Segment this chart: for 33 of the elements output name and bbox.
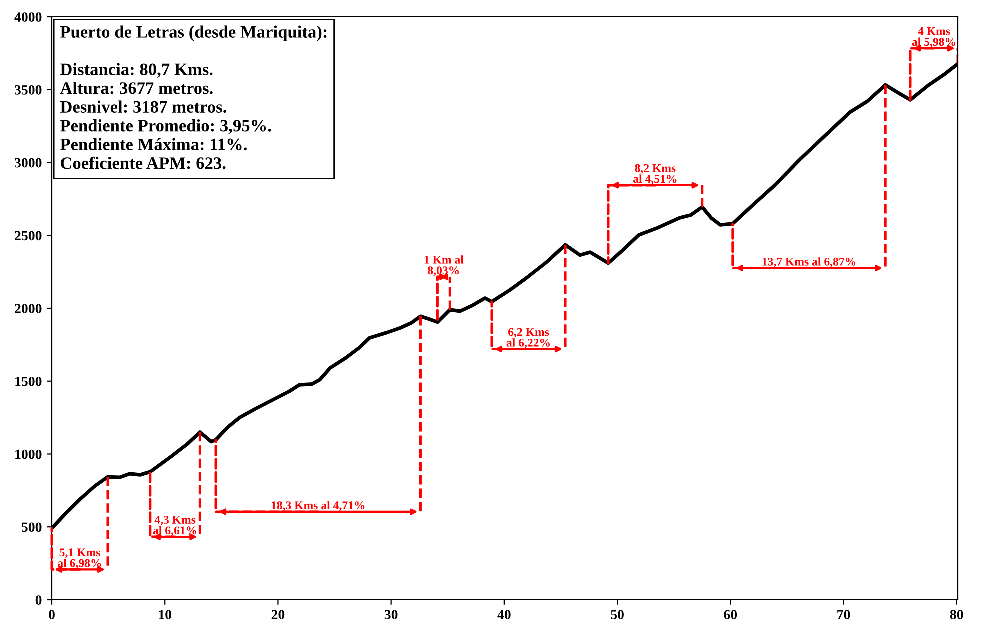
x-tick-label: 60 (724, 610, 738, 620)
x-tick-label: 30 (384, 610, 398, 620)
y-tick-label: 3500 (15, 85, 42, 95)
annotation: 8,2 Kms al 4,51% (634, 164, 677, 185)
annotation: 18,3 Kms al 4,71% (272, 501, 365, 512)
annotation: Pendiente Promedio: 3,95%. (60, 120, 272, 134)
x-tick-label: 40 (498, 610, 511, 620)
annotation: Coeficiente APM: 623. (61, 156, 226, 170)
x-tick-label: 70 (838, 610, 850, 620)
annotation: Distancia: 80,7 Kms. (60, 63, 213, 78)
y-tick-label: 1000 (16, 450, 42, 460)
annotation: Desnivel: 3187 metros. (60, 100, 226, 114)
annotation: 4,3 Kms al 6,61% (153, 516, 196, 536)
x-tick-label: 0 (49, 610, 55, 620)
chart-title: Puerto de Letras (desde Mariquita): (60, 26, 327, 42)
y-tick-label: 1500 (16, 376, 42, 386)
x-tick-label: 80 (950, 610, 964, 620)
x-tick-label: 20 (272, 610, 285, 620)
y-tick-label: 2000 (15, 304, 42, 314)
annotation: 5,1 Kms al 6,98% (58, 548, 102, 569)
y-tick-label: 0 (36, 596, 42, 605)
y-tick-label: 2500 (15, 231, 42, 241)
x-tick-label: 10 (159, 610, 172, 620)
annotation: 6,2 Kms al 6,22% (506, 328, 550, 349)
annotation: 13,7 Kms al 6,87% (762, 258, 856, 268)
y-tick-label: 500 (22, 522, 42, 532)
x-tick-label: 50 (611, 610, 624, 620)
annotation: Pendiente Máxima: 11%. (60, 138, 247, 151)
annotation: 4 Kms al 5,98% (912, 27, 956, 48)
y-tick-label: 4000 (14, 12, 42, 22)
annotation: 1 Km al 8,03% (424, 256, 464, 276)
annotation: Altura: 3677 metros. (60, 82, 213, 94)
y-tick-label: 3000 (15, 158, 42, 168)
